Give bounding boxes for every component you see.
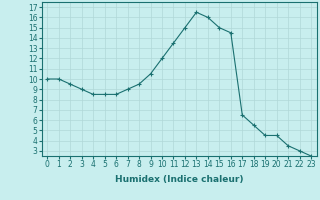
X-axis label: Humidex (Indice chaleur): Humidex (Indice chaleur) (115, 175, 244, 184)
